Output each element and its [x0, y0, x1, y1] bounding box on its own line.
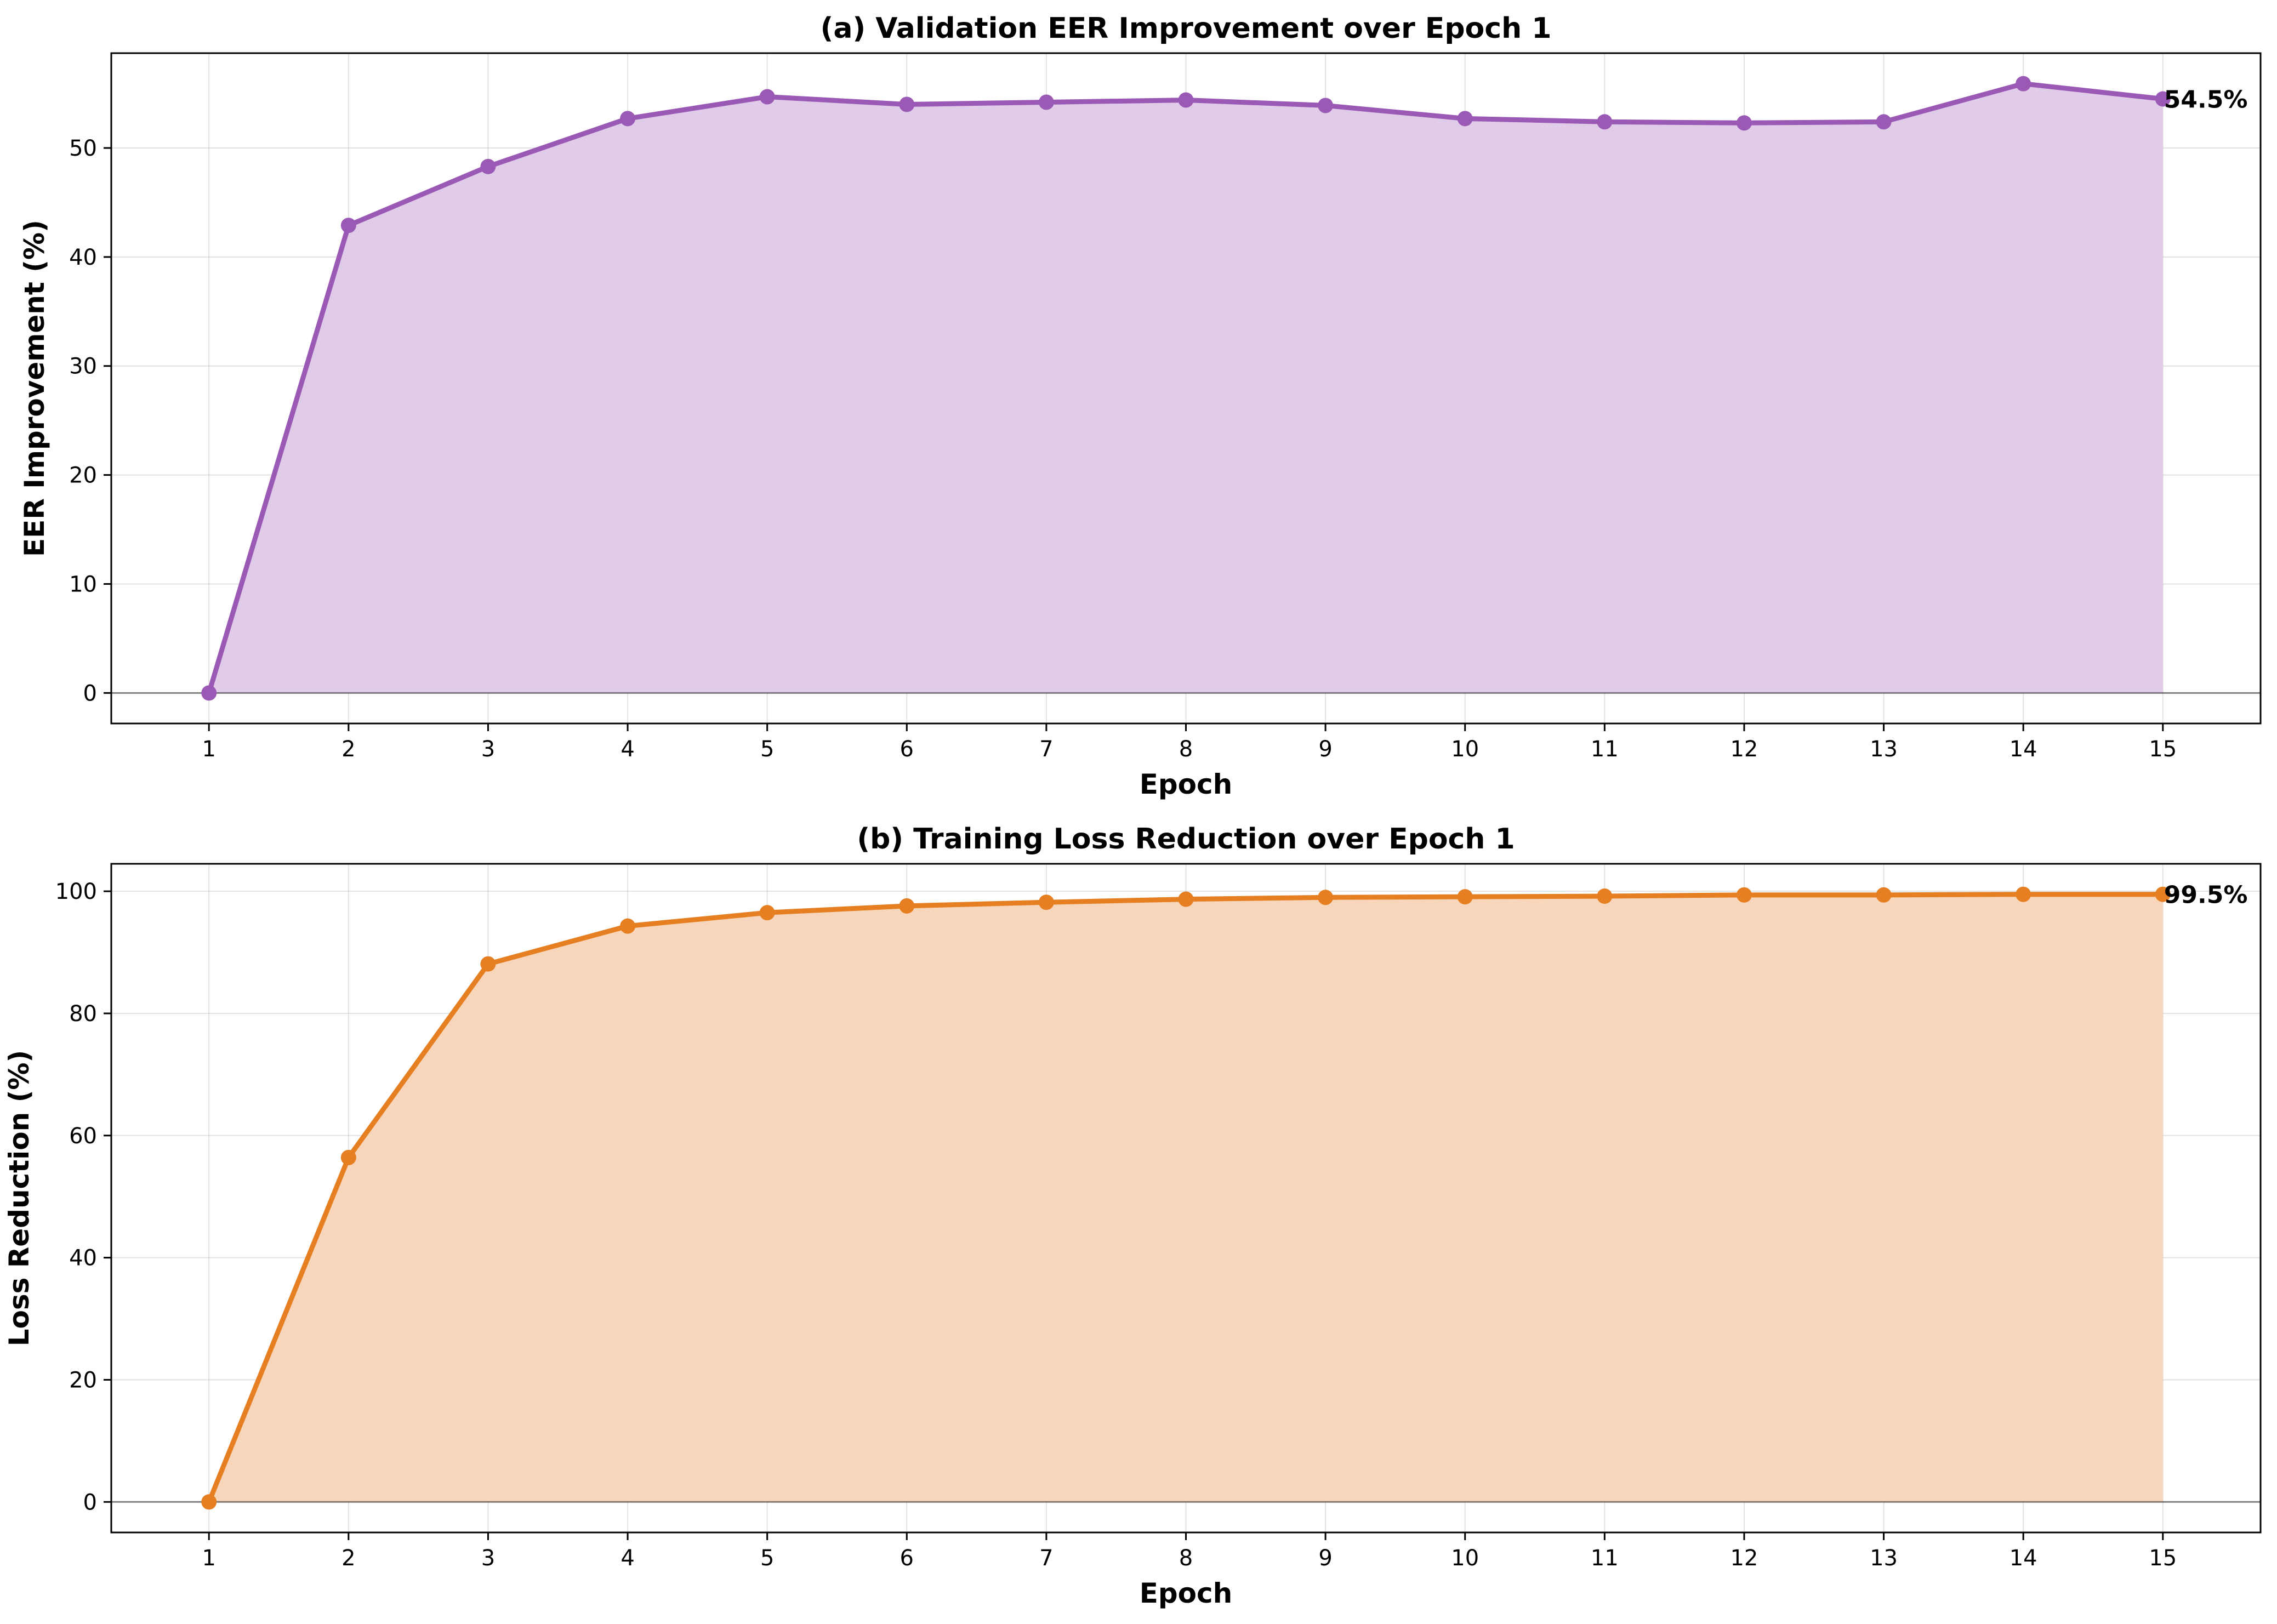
x-tick-label: 5: [760, 737, 774, 762]
x-tick-label: 9: [1318, 1546, 1332, 1571]
data-point: [1876, 887, 1892, 903]
data-point: [1736, 115, 1752, 131]
x-axis-label: Epoch: [1140, 768, 1233, 800]
x-tick-label: 4: [621, 1546, 634, 1571]
data-point: [1597, 888, 1613, 904]
data-point: [1457, 889, 1473, 905]
x-tick-label: 8: [1179, 1546, 1193, 1571]
x-tick-label: 5: [760, 1546, 774, 1571]
data-point: [759, 89, 775, 105]
x-tick-label: 2: [341, 737, 355, 762]
data-point: [1178, 891, 1194, 907]
x-tick-label: 6: [900, 1546, 914, 1571]
data-point: [480, 158, 496, 174]
x-tick-label: 15: [2149, 737, 2177, 762]
x-tick-label: 4: [621, 737, 634, 762]
data-point: [480, 956, 496, 972]
x-tick-label: 11: [1591, 1546, 1619, 1571]
x-tick-label: 11: [1591, 737, 1619, 762]
data-point: [2155, 91, 2171, 107]
end-value-label: 99.5%: [2164, 881, 2248, 909]
x-tick-label: 14: [2010, 737, 2037, 762]
x-tick-label: 8: [1179, 737, 1193, 762]
data-point: [1318, 890, 1334, 905]
x-tick-label: 9: [1318, 737, 1332, 762]
data-point: [2155, 886, 2171, 902]
x-tick-label: 3: [481, 1546, 495, 1571]
x-tick-label: 1: [202, 737, 216, 762]
data-point: [340, 1149, 356, 1165]
x-tick-label: 7: [1039, 1546, 1053, 1571]
data-point: [620, 111, 636, 127]
x-tick-label: 12: [1730, 1546, 1758, 1571]
y-tick-label: 0: [83, 681, 97, 706]
end-value-label: 54.5%: [2164, 86, 2248, 114]
x-tick-label: 6: [900, 737, 914, 762]
y-tick-label: 30: [69, 354, 97, 379]
data-point: [899, 96, 915, 112]
y-tick-label: 40: [69, 1246, 97, 1271]
data-point: [899, 898, 915, 914]
data-point: [1457, 111, 1473, 127]
data-point: [201, 1494, 217, 1510]
data-point: [201, 685, 217, 701]
data-point: [1876, 114, 1892, 130]
data-point: [620, 918, 636, 934]
y-tick-label: 60: [69, 1124, 97, 1149]
x-tick-label: 7: [1039, 737, 1053, 762]
data-point: [340, 218, 356, 233]
data-point: [1318, 98, 1334, 113]
y-tick-label: 0: [83, 1490, 97, 1515]
y-axis-label: EER Improvement (%): [19, 220, 50, 557]
y-tick-label: 10: [69, 572, 97, 597]
data-point: [1178, 92, 1194, 108]
x-tick-label: 12: [1730, 737, 1758, 762]
y-tick-label: 20: [69, 1367, 97, 1393]
x-tick-label: 3: [481, 737, 495, 762]
data-point: [759, 905, 775, 921]
x-tick-label: 13: [1870, 1546, 1898, 1571]
area-fill: [209, 894, 2163, 1502]
y-tick-label: 40: [69, 245, 97, 270]
y-tick-label: 20: [69, 463, 97, 488]
chart-title: (b) Training Loss Reduction over Epoch 1: [857, 823, 1515, 856]
x-tick-label: 1: [202, 1546, 216, 1571]
y-tick-label: 50: [69, 136, 97, 161]
data-point: [1038, 894, 1054, 910]
data-point: [2016, 886, 2031, 902]
area-fill: [209, 83, 2163, 693]
y-tick-label: 80: [69, 1001, 97, 1027]
x-tick-label: 10: [1451, 1546, 1479, 1571]
x-tick-label: 2: [341, 1546, 355, 1571]
y-axis-label: Loss Reduction (%): [3, 1050, 35, 1347]
y-tick-label: 100: [55, 879, 97, 904]
chart-title: (a) Validation EER Improvement over Epoc…: [821, 12, 1552, 45]
data-point: [2016, 76, 2031, 92]
data-point: [1736, 887, 1752, 903]
x-axis-label: Epoch: [1140, 1577, 1233, 1609]
x-tick-label: 10: [1451, 737, 1479, 762]
x-tick-label: 15: [2149, 1546, 2177, 1571]
data-point: [1597, 114, 1613, 130]
x-tick-label: 13: [1870, 737, 1898, 762]
data-point: [1038, 94, 1054, 110]
x-tick-label: 14: [2010, 1546, 2037, 1571]
